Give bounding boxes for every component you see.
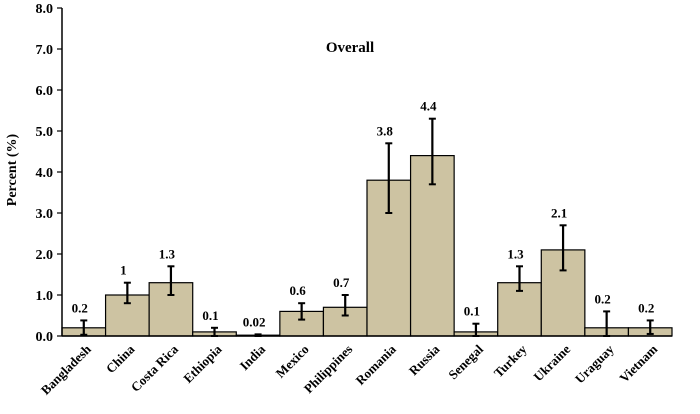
x-tick-label: Ukraine: [530, 341, 573, 384]
y-tick-label: 8.0: [36, 2, 54, 17]
y-tick-label: 6.0: [36, 84, 54, 99]
value-label: 1.3: [507, 246, 524, 261]
bar-russia: [409, 155, 455, 337]
y-axis: 0.0 1.0 2.0 3.0 4.0 5.0 6.0 7.0 8.0: [36, 2, 62, 345]
x-tick-label: Turkey: [491, 341, 530, 380]
x-tick-label: Bangladesh: [38, 341, 95, 398]
value-label: 0.2: [72, 300, 88, 315]
value-label: 3.8: [377, 123, 394, 138]
chart-title: Overall: [326, 40, 374, 56]
x-tick-label: Mexico: [273, 342, 312, 381]
value-label: 0.6: [290, 283, 307, 298]
x-tick-label: China: [103, 341, 138, 376]
value-label: 0.1: [202, 308, 218, 323]
value-labels-group: 0.2 1 1.3 0.1 0.02 0.6 0.7 3.8 4.4 0.1 1.3 2.1 0.2 0.…: [72, 99, 655, 330]
value-label: 0.2: [595, 291, 611, 306]
value-label: 2.1: [551, 205, 567, 220]
bars-group: [61, 155, 673, 337]
y-axis-label: Percent (%): [5, 133, 20, 206]
x-tick-label: Romania: [353, 341, 400, 388]
x-tick-label: Costa Rica: [128, 341, 182, 395]
y-tick-label: 0.0: [36, 330, 54, 345]
y-tick-label: 3.0: [36, 207, 54, 222]
x-tick-label: Uraguay: [572, 341, 617, 386]
x-tick-label: India: [237, 341, 269, 373]
value-label: 0.1: [464, 304, 480, 319]
value-label: 0.02: [243, 314, 266, 329]
x-tick-label: Vietnam: [616, 341, 660, 385]
value-label: 0.2: [638, 300, 654, 315]
x-tick-label: Senegal: [445, 341, 486, 382]
y-tick-label: 2.0: [36, 248, 54, 263]
value-label: 0.7: [333, 275, 350, 290]
value-label: 4.4: [420, 99, 437, 114]
y-tick-label: 4.0: [36, 166, 54, 181]
y-tick-label: 7.0: [36, 43, 54, 58]
y-tick-label: 5.0: [36, 125, 54, 140]
y-tick-label: 1.0: [36, 289, 54, 304]
x-tick-label: Russia: [406, 341, 443, 378]
value-label: 1: [120, 263, 127, 278]
value-label: 1.3: [159, 246, 176, 261]
x-tick-label: Ethiopia: [180, 341, 225, 386]
